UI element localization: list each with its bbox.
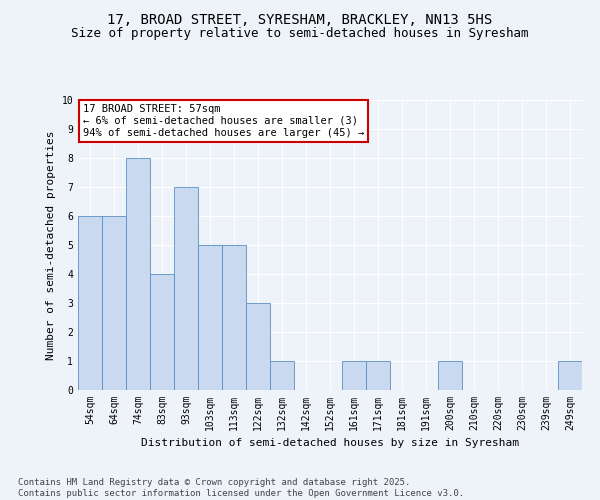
Text: Contains HM Land Registry data © Crown copyright and database right 2025.
Contai: Contains HM Land Registry data © Crown c…	[18, 478, 464, 498]
Bar	[126, 158, 150, 390]
Bar	[150, 274, 174, 390]
Bar	[174, 187, 198, 390]
Bar	[342, 361, 366, 390]
X-axis label: Distribution of semi-detached houses by size in Syresham: Distribution of semi-detached houses by …	[141, 438, 519, 448]
Bar	[438, 361, 462, 390]
Bar	[270, 361, 294, 390]
Text: 17, BROAD STREET, SYRESHAM, BRACKLEY, NN13 5HS: 17, BROAD STREET, SYRESHAM, BRACKLEY, NN…	[107, 12, 493, 26]
Bar	[366, 361, 390, 390]
Bar	[78, 216, 102, 390]
Text: Size of property relative to semi-detached houses in Syresham: Size of property relative to semi-detach…	[71, 28, 529, 40]
Text: 17 BROAD STREET: 57sqm
← 6% of semi-detached houses are smaller (3)
94% of semi-: 17 BROAD STREET: 57sqm ← 6% of semi-deta…	[83, 104, 364, 138]
Bar	[222, 245, 246, 390]
Y-axis label: Number of semi-detached properties: Number of semi-detached properties	[46, 130, 56, 360]
Bar	[246, 303, 270, 390]
Bar	[198, 245, 222, 390]
Bar	[558, 361, 582, 390]
Bar	[102, 216, 126, 390]
